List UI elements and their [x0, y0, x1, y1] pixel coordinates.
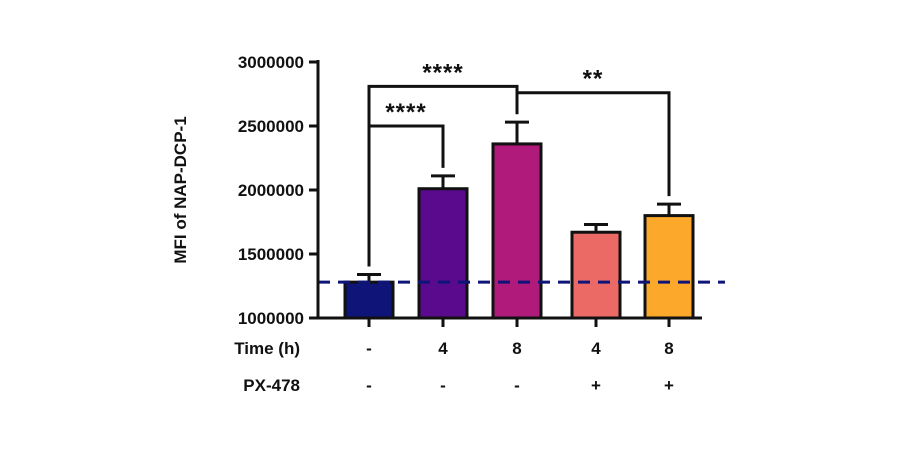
category-label: 8: [664, 339, 673, 358]
category-label: -: [514, 376, 520, 395]
significance-brackets: ******** **: [367, 59, 671, 267]
bar-4: [570, 230, 622, 320]
category-label: 4: [438, 339, 448, 358]
row-label: Time (h): [234, 339, 300, 358]
y-tick-label: 1000000: [238, 309, 304, 328]
category-label: -: [366, 376, 372, 395]
labels: Time (h) - 4 8 4 8 PX-478 - - - + +: [234, 339, 674, 395]
category-label: -: [440, 376, 446, 395]
significance-label: ****: [422, 59, 463, 86]
row-label: PX-478: [243, 376, 300, 395]
y-tick-label: 2000000: [238, 181, 304, 200]
significance-label: **: [583, 66, 604, 93]
bar-2: [417, 187, 469, 320]
significance-label: ****: [385, 99, 426, 126]
y-tick-label: 2500000: [238, 117, 304, 136]
y-tick-label: 3000000: [238, 53, 304, 72]
category-label: 8: [512, 339, 521, 358]
axes: 1000000 1500000 2000000 2500000 3000000: [238, 53, 702, 328]
bars: [343, 120, 695, 320]
category-label: +: [591, 376, 601, 395]
bar-3: [491, 142, 543, 320]
category-label: 4: [591, 339, 601, 358]
category-label: -: [366, 339, 372, 358]
category-label: +: [664, 376, 674, 395]
significance-bracket-3: [515, 91, 671, 197]
bar-1: [343, 280, 395, 320]
y-tick-label: 1500000: [238, 245, 304, 264]
bar-5: [643, 214, 695, 320]
y-axis-title: MFI of NAP-DCP-1: [171, 116, 190, 263]
